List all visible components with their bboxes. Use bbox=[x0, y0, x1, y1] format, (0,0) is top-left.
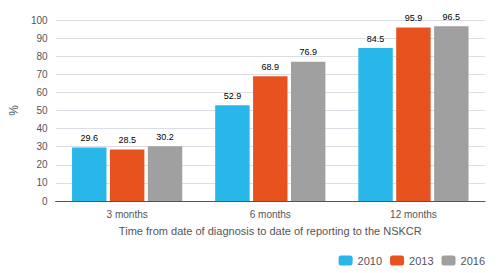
svg-text:84.5: 84.5 bbox=[367, 34, 385, 44]
svg-text:Time from date of diagnosis to: Time from date of diagnosis to date of r… bbox=[119, 225, 422, 237]
svg-text:80: 80 bbox=[36, 51, 48, 62]
svg-text:29.6: 29.6 bbox=[81, 133, 99, 143]
svg-text:2010: 2010 bbox=[358, 255, 382, 267]
svg-text:3 months: 3 months bbox=[107, 209, 148, 220]
svg-text:40: 40 bbox=[36, 123, 48, 134]
svg-text:6 months: 6 months bbox=[250, 209, 291, 220]
svg-text:96.5: 96.5 bbox=[443, 12, 461, 22]
svg-text:60: 60 bbox=[36, 87, 48, 98]
svg-text:30: 30 bbox=[36, 141, 48, 152]
svg-text:10: 10 bbox=[36, 177, 48, 188]
svg-text:95.9: 95.9 bbox=[405, 13, 423, 23]
svg-text:50: 50 bbox=[36, 105, 48, 116]
svg-text:90: 90 bbox=[36, 33, 48, 44]
svg-text:%: % bbox=[7, 105, 21, 116]
svg-text:28.5: 28.5 bbox=[118, 135, 136, 145]
svg-text:30.2: 30.2 bbox=[156, 132, 174, 142]
svg-text:100: 100 bbox=[31, 15, 48, 26]
svg-text:0: 0 bbox=[42, 196, 48, 207]
svg-text:12 months: 12 months bbox=[390, 209, 437, 220]
svg-text:2013: 2013 bbox=[409, 255, 433, 267]
svg-text:20: 20 bbox=[36, 159, 48, 170]
svg-text:52.9: 52.9 bbox=[224, 91, 242, 101]
svg-text:70: 70 bbox=[36, 69, 48, 80]
svg-text:76.9: 76.9 bbox=[299, 47, 317, 57]
svg-text:2016: 2016 bbox=[461, 255, 485, 267]
svg-text:68.9: 68.9 bbox=[262, 62, 280, 72]
